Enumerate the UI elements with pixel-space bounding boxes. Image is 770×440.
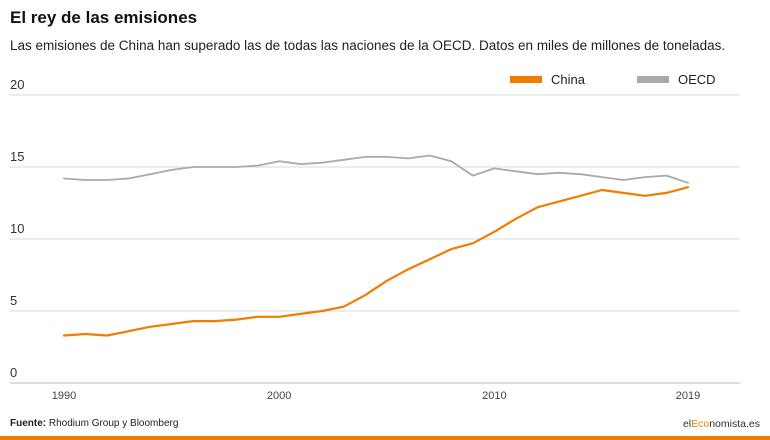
legend-swatch-oecd [637,76,669,83]
source-note: Fuente: Rhodium Group y Bloomberg [10,418,178,429]
source-text: Rhodium Group y Bloomberg [48,418,179,429]
y-tick-label-5: 5 [10,293,17,308]
y-tick-label-0: 0 [10,365,17,380]
x-tick-label-2019: 2019 [676,390,700,402]
y-tick-label-10: 10 [10,221,24,236]
series-line-china [62,186,690,337]
y-tick-label-20: 20 [10,77,24,92]
chart-subtitle: Las emisiones de China han superado las … [10,38,726,53]
brand-suffix: nomista.es [709,418,760,430]
brand-logo[interactable]: elEconomista.es [683,418,760,430]
bottom-accent-bar [0,436,770,440]
y-tick-label-15: 15 [10,149,24,164]
legend-swatch-china [510,76,542,83]
x-tick-label-1990: 1990 [52,390,76,402]
brand-accent: Eco [691,418,710,430]
line-chart: 0 5 10 15 20 1990 2000 2010 2019 China OECD [10,72,740,402]
x-tick-label-2010: 2010 [482,390,506,402]
legend-label-china: China [551,72,586,87]
brand-prefix: el [682,418,692,430]
source-label: Fuente: [10,418,47,429]
chart-title: El rey de las emisiones [10,8,198,27]
legend-label-oecd: OECD [678,72,716,87]
series-line-oecd [63,154,689,184]
x-tick-label-2000: 2000 [267,390,291,402]
